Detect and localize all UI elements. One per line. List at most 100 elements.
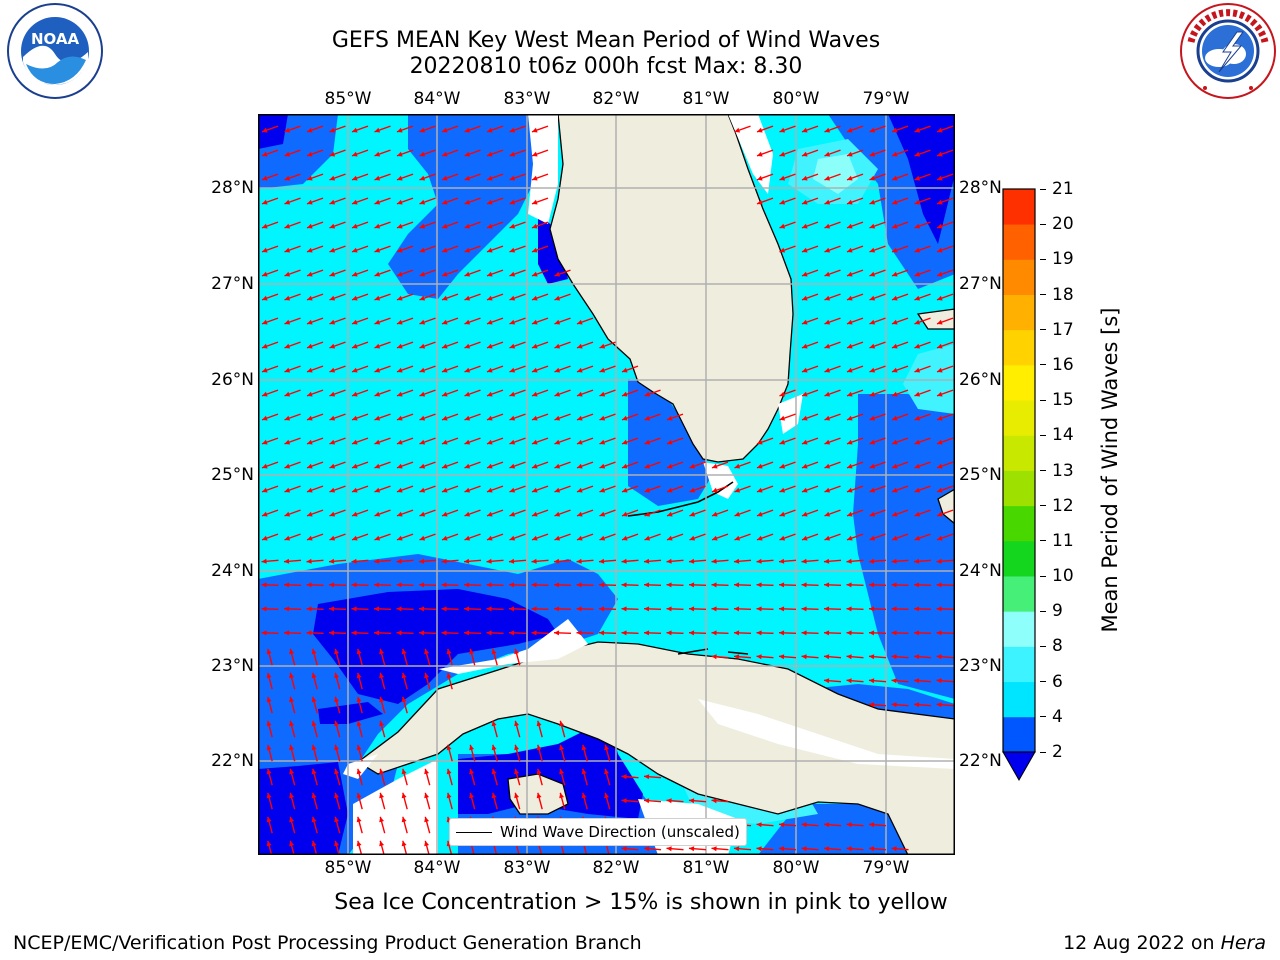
wind-wave-arrowhead [306,630,312,636]
wind-wave-arrowhead [599,606,605,612]
wind-wave-arrowhead [801,606,807,612]
wind-wave-arrowhead [374,630,380,636]
wind-wave-arrowhead [554,558,560,564]
wind-wave-arrowhead [311,720,317,727]
wind-wave-arrowhead [937,463,943,469]
wind-wave-arrowhead [289,768,294,775]
wind-wave-arrowhead [419,391,426,397]
wind-wave-arrowhead [266,840,272,847]
wind-wave-arrowhead [509,511,516,517]
wind-wave-arrowhead [419,415,426,421]
wind-wave-arrowhead [397,151,403,157]
wind-wave-arrowhead [442,343,448,349]
colorbar-tick: 2 [1040,742,1063,762]
wind-wave-arrowhead [352,175,358,181]
wind-wave-arrowhead [734,582,740,588]
wind-wave-arrowhead [559,744,564,751]
wind-wave-arrowhead [779,151,786,157]
wind-wave-arrowhead [464,343,471,349]
wind-wave-arrowhead [464,175,471,181]
wind-wave-arrowhead [869,558,875,564]
wind-wave-arrowhead [356,648,362,655]
wind-wave-arrowhead [397,247,403,253]
wind-wave-arrowhead [577,535,583,541]
wind-wave-arrowhead [779,127,786,133]
wind-wave-arrowhead [334,792,339,799]
colorbar-tick: 14 [1040,425,1074,445]
lon-label-bottom: 79°W [862,858,910,878]
wind-wave-arrowhead [532,391,538,397]
wind-wave-arrowhead [374,319,381,325]
wind-wave-arrowhead [401,672,407,679]
wind-wave-arrowhead [892,391,898,397]
wind-wave-arrowhead [374,271,381,277]
wind-wave-arrowhead [464,463,471,469]
wind-wave-arrowhead [514,792,519,799]
lat-label-right: 26°N [959,370,1002,390]
wind-wave-arrowhead [892,175,898,181]
lon-label-top: 81°W [682,89,730,109]
wind-wave-arrowhead [891,630,897,636]
wind-wave-arrowhead [419,127,426,133]
wind-wave-arrowhead [892,247,898,253]
wind-wave-arrowhead [892,535,898,541]
wind-wave-arrowhead [622,439,628,445]
wind-wave-arrowhead [532,271,538,277]
wind-wave-arrowhead [262,151,268,157]
wind-wave-arrowhead [284,535,291,541]
wind-wave-arrowhead [469,792,474,799]
colorbar-tick-label: 19 [1052,249,1074,270]
wind-wave-arrowhead [779,535,786,541]
wind-wave-arrowhead [779,463,786,469]
wind-wave-arrowhead [397,367,403,373]
wind-wave-arrowhead [937,391,943,397]
wind-wave-arrowhead [869,606,875,612]
wind-wave-arrowhead [397,511,403,517]
wind-wave-arrowhead [491,768,497,775]
wind-wave-arrowhead [937,343,943,349]
wind-wave-arrowhead [554,343,561,349]
wind-wave-arrowhead [419,343,426,349]
wind-wave-arrowhead [352,487,358,493]
wind-wave-arrowhead [262,199,268,205]
wind-wave-arrowhead [379,672,384,679]
wind-wave-arrowhead [554,415,561,421]
wind-wave-arrowhead [577,511,583,517]
wind-wave-arrowhead [509,630,515,636]
wind-wave-arrowhead [356,816,362,823]
wind-wave-arrowhead [396,582,402,588]
wind-wave-arrowhead [689,463,696,469]
colorbar-tick: 19 [1040,249,1074,269]
wind-wave-arrowhead [487,439,493,445]
wind-wave-arrowhead [824,319,831,325]
colorbar-segment [1003,435,1035,471]
wind-wave-arrowhead [554,487,561,493]
wind-wave-arrowhead [847,415,853,421]
wind-wave-arrowhead [869,535,876,541]
wind-wave-arrowhead [847,127,853,133]
wind-wave-arrowhead [577,463,583,469]
wind-wave-arrowhead [307,199,313,205]
wind-wave-arrowhead [869,630,875,636]
colorbar-tick-label: 2 [1052,742,1063,762]
wind-wave-arrowhead [261,558,267,564]
wind-wave-arrowhead [644,774,650,780]
wind-wave-arrowhead [329,415,336,421]
wind-wave-arrowhead [847,511,853,517]
wind-wave-arrowhead [779,391,786,397]
wind-wave-arrowhead [914,127,921,133]
wind-wave-arrowhead [351,582,357,588]
wind-wave-arrowhead [374,535,381,541]
wind-wave-arrowhead [892,271,898,277]
wind-wave-arrowhead [262,343,268,349]
colorbar-tick: 11 [1040,531,1074,551]
wind-wave-arrowhead [847,271,853,277]
wind-wave-arrowhead [756,846,762,852]
wind-wave-arrowhead [446,648,452,655]
lat-label-left: 27°N [211,274,254,294]
wind-wave-arrowhead [869,391,876,397]
wind-wave-arrowhead [374,439,381,445]
colorbar-segment [1003,716,1035,753]
wind-wave-arrowhead [397,535,403,541]
wind-wave-arrowhead [442,463,448,469]
